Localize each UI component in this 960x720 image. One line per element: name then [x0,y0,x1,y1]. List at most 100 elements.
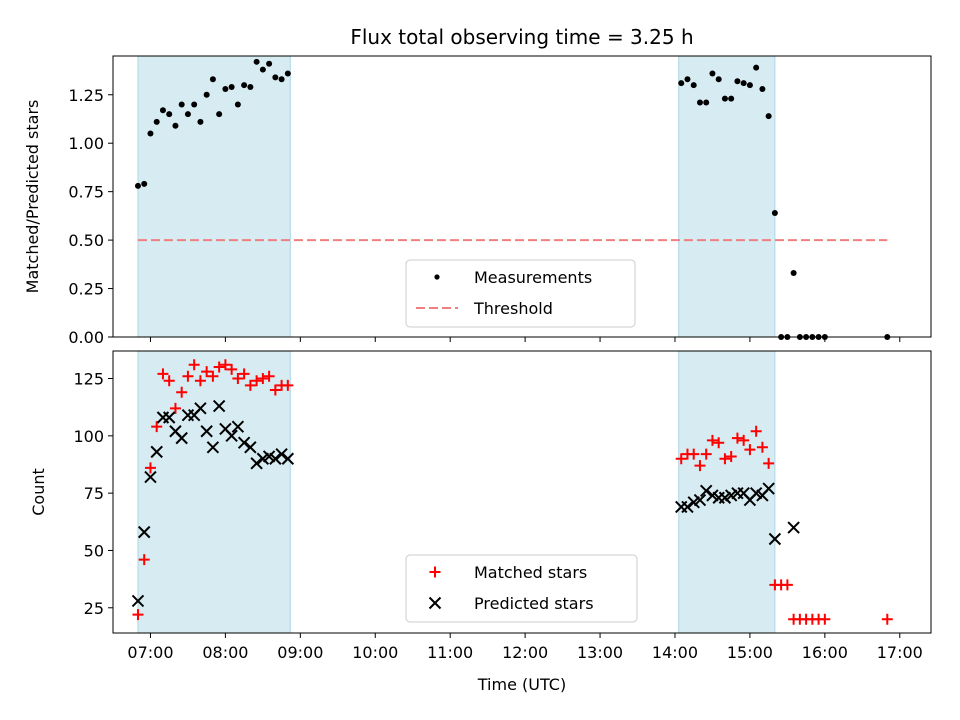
x-axis-label: Time (UTC) [477,675,566,694]
legend-label: Threshold [473,299,553,318]
matched-star-point [781,579,793,591]
x-tick-label: 16:00 [802,643,848,662]
y-tick-label: 50 [84,541,104,560]
measurement-point [765,113,772,120]
y-tick-label: 25 [84,599,104,618]
y-tick-label: 0.75 [68,183,104,202]
measurement-point [259,66,266,73]
x-tick-label: 17:00 [877,643,923,662]
matched-star-point [263,370,275,382]
matched-star-point [756,441,768,453]
measurement-point [728,95,735,102]
measurement-point [141,180,148,187]
measurement-point [690,82,697,89]
legend: Matched stars Predicted stars [405,554,638,623]
predicted-star-point [162,411,176,424]
predicted-star-point [244,441,257,454]
predicted-star-point [200,425,213,438]
measurement-point [197,118,204,125]
predicted-star-point [150,445,163,459]
matched-star-point [700,448,712,460]
y-tick-label: 1.00 [68,134,104,153]
y-axis-label: Matched/Predicted stars [23,100,42,294]
predicted-star-point [762,482,775,495]
y-axis-label: Count [29,468,48,516]
legend: Measurements Threshold [405,259,636,328]
predicted-star-point [194,402,207,415]
matched-star-point [163,375,175,387]
matched-star-point [176,386,188,398]
legend-box [405,554,638,623]
matched-star-point [763,457,775,469]
x-tick-label: 14:00 [652,643,698,662]
measurement-point [253,58,260,65]
matched-star-point [675,453,687,465]
predicted-star-point [231,420,245,433]
x-tick-label: 10:00 [352,643,398,662]
predicted-star-point [768,532,782,546]
measurement-point [147,130,154,137]
legend-marker-matched [429,566,441,578]
matched-star-point [819,613,831,625]
predicted-star-point [138,525,151,539]
measurement-point [709,70,716,77]
matched-star-point [188,359,200,371]
matched-star-point [282,379,294,391]
measurement-point [159,107,166,114]
matched-star-point [232,373,244,385]
y-tick-label: 0.25 [68,280,104,299]
x-tick-label: 12:00 [502,643,548,662]
matched-star-point [706,434,718,446]
matched-star-point [151,421,163,433]
measurement-point [753,64,760,71]
predicted-star-point [175,431,188,445]
measurement-point [203,91,210,98]
x-tick-label: 11:00 [427,643,473,662]
matched-star-point [744,444,756,456]
matched-star-point [144,462,156,474]
measurement-point [715,76,722,83]
measurement-point [721,95,728,102]
matched-star-point [138,554,150,566]
observing-window [137,55,291,338]
observing-window [678,55,776,338]
measurement-point [241,82,248,89]
predicted-star-point [212,399,226,413]
chart-title: Flux total observing time = 3.25 h [350,25,693,49]
legend-marker-predicted [428,596,442,610]
matched-star-point [750,425,762,437]
predicted-star-point [269,452,282,465]
predicted-star-point [131,594,145,608]
matched-star-point [157,368,169,380]
legend-label: Matched stars [474,563,587,582]
measurement-point [134,182,141,189]
predicted-star-point [681,500,694,514]
measurement-point [266,60,273,67]
y-tick-label: 0.00 [68,328,104,347]
predicted-star-point [787,521,800,534]
legend-marker-measurements [434,274,440,280]
y-tick-label: 75 [84,484,104,503]
matched-star-point [694,460,706,472]
matched-star-point [269,384,281,396]
matched-star-point [257,373,269,385]
measurement-point [746,82,753,89]
measurement-point [209,76,216,83]
legend-label: Predicted stars [474,594,594,613]
matched-star-point [725,450,737,462]
y-tick-label: 0.50 [68,231,104,250]
measurement-point [790,270,797,277]
predicted-star-point [281,452,295,465]
plot-frame [112,55,932,338]
predicted-star-point [699,484,713,498]
predicted-star-point [275,447,288,461]
measurement-point [734,78,741,85]
matched-star-point [731,432,743,444]
measurement-point [703,99,710,106]
matched-star-point [219,359,231,371]
matched-star-point [251,375,263,387]
matched-star-point [213,361,225,373]
predicted-star-point [144,470,157,484]
y-tick-label: 100 [73,427,104,446]
